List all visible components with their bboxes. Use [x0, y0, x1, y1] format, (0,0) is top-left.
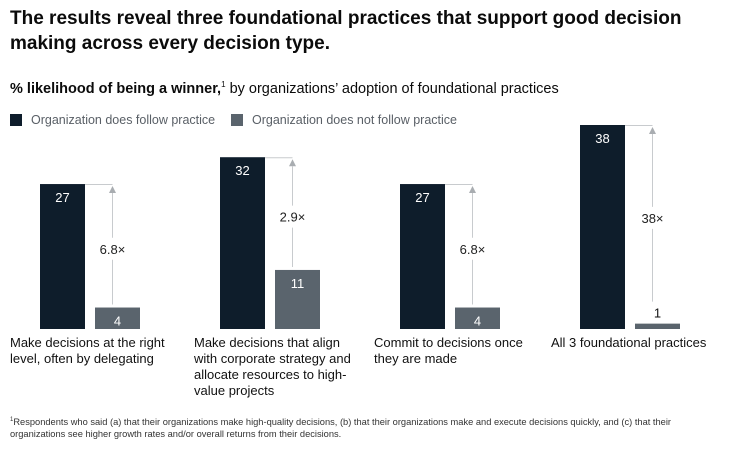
category-label-1: Make decisions at the right level, often… [10, 335, 165, 366]
bar-not-follow-2 [275, 269, 320, 329]
value-label-not-follow-3: 4 [474, 314, 481, 329]
arrow-head-1 [109, 186, 116, 194]
footnote: 1Respondents who said (a) that their org… [10, 414, 725, 440]
value-label-follow-4: 38 [595, 131, 609, 146]
bar-follow-2 [220, 157, 265, 329]
category-label-3: Commit to decisions once they are made [374, 335, 523, 366]
legend-swatch-follow [10, 114, 22, 126]
multiplier-label-2: 2.9× [280, 210, 306, 225]
footnote-text: Respondents who said (a) that their orga… [10, 417, 672, 440]
arrow-head-2 [289, 159, 296, 167]
legend-item-follow: Organization does follow practice [10, 112, 215, 128]
multiplier-label-1: 6.8× [100, 242, 126, 257]
legend-item-not-follow: Organization does not follow practice [231, 112, 457, 128]
bar-follow-4 [580, 125, 625, 329]
chart-subtitle: % likelihood of being a winner,1 by orga… [10, 76, 559, 98]
bar-follow-1 [40, 184, 85, 329]
value-label-follow-3: 27 [415, 190, 429, 205]
arrow-head-4 [649, 127, 656, 134]
bar-not-follow-3 [455, 307, 500, 329]
bar-not-follow-1 [95, 307, 140, 329]
legend-label-follow: Organization does follow practice [31, 113, 216, 127]
value-label-follow-1: 27 [55, 190, 69, 205]
subtitle-bold: % likelihood of being a winner, [10, 80, 222, 97]
bar-not-follow-4 [635, 323, 680, 329]
subtitle-rest: by organizations’ adoption of foundation… [225, 80, 559, 97]
footnote-mark: 1 [10, 417, 14, 423]
value-label-not-follow-2: 11 [291, 276, 305, 291]
arrow-head-3 [469, 186, 476, 194]
bar-follow-3 [400, 184, 445, 329]
multiplier-label-4: 38× [641, 211, 663, 226]
category-label-2: Make decisions that align with corporate… [194, 335, 351, 398]
category-label-4: All 3 foundational practices [551, 335, 707, 350]
legend-swatch-not-follow [231, 114, 243, 126]
legend-label-not-follow: Organization does not follow practice [252, 113, 457, 127]
chart-title: The results reveal three foundational pr… [10, 8, 682, 54]
multiplier-label-3: 6.8× [460, 242, 486, 257]
value-label-follow-2: 32 [235, 163, 249, 178]
value-label-not-follow-4: 1 [654, 306, 661, 321]
subtitle-footnote-mark: 1 [221, 80, 226, 89]
value-label-not-follow-1: 4 [114, 314, 121, 329]
